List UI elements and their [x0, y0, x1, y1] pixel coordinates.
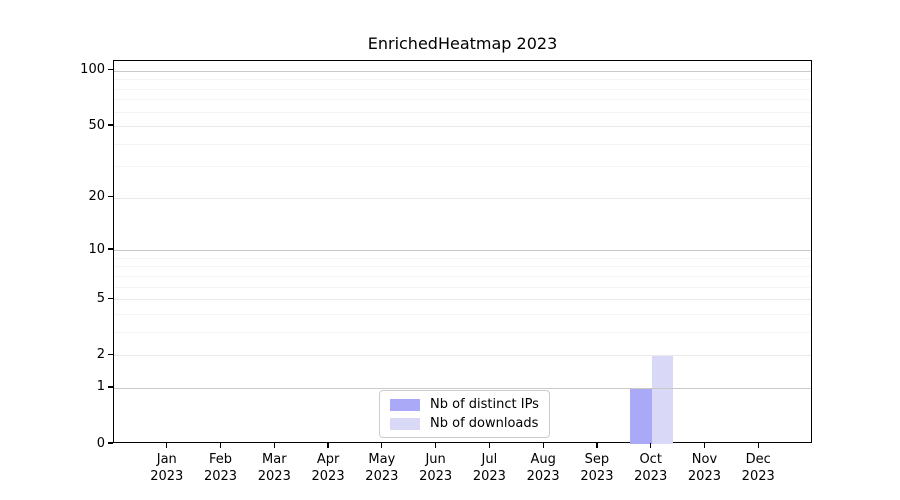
chart-title: EnrichedHeatmap 2023 — [367, 34, 558, 53]
x-tick-month: Aug — [530, 452, 556, 467]
x-tick-mark — [435, 443, 437, 448]
minor-gridline — [114, 266, 811, 268]
x-tick-mark — [273, 443, 275, 448]
minor-gridline — [114, 143, 811, 145]
x-tick-month: Apr — [316, 452, 340, 467]
y-tick-label: 5 — [96, 290, 105, 306]
x-tick-month: Jul — [481, 452, 498, 467]
y-tick-label: 1 — [96, 379, 105, 395]
legend-swatch-distinct-ips-icon — [390, 398, 420, 411]
minor-gridline — [114, 275, 811, 277]
x-tick-year: 2023 — [419, 469, 453, 484]
x-tick-month: Dec — [745, 452, 771, 467]
x-tick-year: 2023 — [150, 469, 184, 484]
legend-swatch-downloads-icon — [390, 417, 420, 430]
x-tick-label: Nov 2023 — [672, 451, 736, 485]
x-tick-mark — [757, 443, 759, 448]
x-tick-label: Jul 2023 — [457, 451, 521, 485]
legend-label-distinct-ips: Nb of distinct IPs — [430, 397, 539, 412]
x-tick-month: Sep — [584, 452, 610, 467]
minor-gridline — [114, 166, 811, 168]
legend-label-downloads: Nb of downloads — [430, 416, 539, 431]
legend-item-distinct-ips: Nb of distinct IPs — [390, 397, 539, 412]
x-tick-mark — [381, 443, 383, 448]
x-tick-label: Mar 2023 — [242, 451, 306, 485]
y-tick-label: 20 — [88, 189, 105, 205]
x-tick-year: 2023 — [580, 469, 614, 484]
x-tick-mark — [166, 443, 168, 448]
x-tick-year: 2023 — [741, 469, 775, 484]
major-gridline — [114, 387, 811, 389]
x-tick-month: Nov — [691, 452, 718, 467]
grid-layer — [114, 61, 811, 442]
major-gridline — [114, 250, 811, 252]
x-tick-month: Mar — [262, 452, 287, 467]
x-tick-mark — [327, 443, 329, 448]
y-tick-label: 0 — [96, 435, 105, 451]
x-tick-mark — [219, 443, 222, 448]
minor-gridline — [114, 286, 811, 288]
minor-gridline — [114, 111, 811, 113]
major-gridline — [114, 299, 811, 301]
x-tick-mark — [596, 443, 598, 448]
x-tick-year: 2023 — [687, 469, 721, 484]
x-tick-month: Jun — [425, 452, 446, 467]
x-tick-month: Feb — [209, 452, 233, 467]
minor-gridline — [114, 99, 811, 101]
x-tick-month: Oct — [639, 452, 662, 467]
x-tick-label: Aug 2023 — [511, 451, 575, 485]
legend: Nb of distinct IPs Nb of downloads — [379, 390, 550, 438]
minor-gridline — [114, 257, 811, 259]
x-tick-label: Dec 2023 — [726, 451, 790, 485]
major-gridline — [114, 126, 811, 128]
minor-gridline — [114, 331, 811, 333]
x-tick-year: 2023 — [203, 469, 238, 484]
x-tick-year: 2023 — [311, 469, 345, 484]
minor-gridline — [114, 313, 811, 315]
y-tick-label: 2 — [96, 346, 105, 362]
minor-gridline — [114, 88, 811, 90]
x-tick-year: 2023 — [526, 469, 560, 484]
x-tick-month: Jan — [156, 452, 177, 467]
x-tick-mark — [488, 443, 490, 448]
legend-item-downloads: Nb of downloads — [390, 416, 539, 431]
bar-nb-of-downloads — [651, 355, 674, 444]
x-tick-label: May 2023 — [350, 451, 414, 485]
x-tick-month: May — [368, 452, 396, 467]
x-tick-label: Feb 2023 — [189, 451, 253, 485]
x-tick-year: 2023 — [257, 469, 291, 484]
x-tick-year: 2023 — [634, 469, 668, 484]
major-gridline — [114, 70, 811, 72]
x-tick-label: Oct 2023 — [619, 451, 683, 485]
x-tick-mark — [542, 443, 544, 448]
x-tick-mark — [703, 443, 706, 448]
y-tick-label: 100 — [80, 62, 105, 78]
x-tick-label: Jun 2023 — [404, 451, 468, 485]
bar-nb-of-distinct-ips — [630, 387, 652, 444]
y-tick-label: 10 — [88, 241, 105, 257]
x-tick-label: Jan 2023 — [135, 451, 199, 485]
plot-area: Nb of distinct IPs Nb of downloads — [113, 60, 812, 444]
major-gridline — [114, 355, 811, 357]
major-gridline — [114, 197, 811, 199]
x-tick-label: Apr 2023 — [296, 451, 360, 485]
minor-gridline — [114, 79, 811, 81]
x-tick-year: 2023 — [472, 469, 506, 484]
y-tick-label: 50 — [88, 117, 105, 133]
x-tick-year: 2023 — [365, 469, 399, 484]
x-tick-label: Sep 2023 — [565, 451, 629, 485]
bars-layer — [114, 61, 811, 444]
